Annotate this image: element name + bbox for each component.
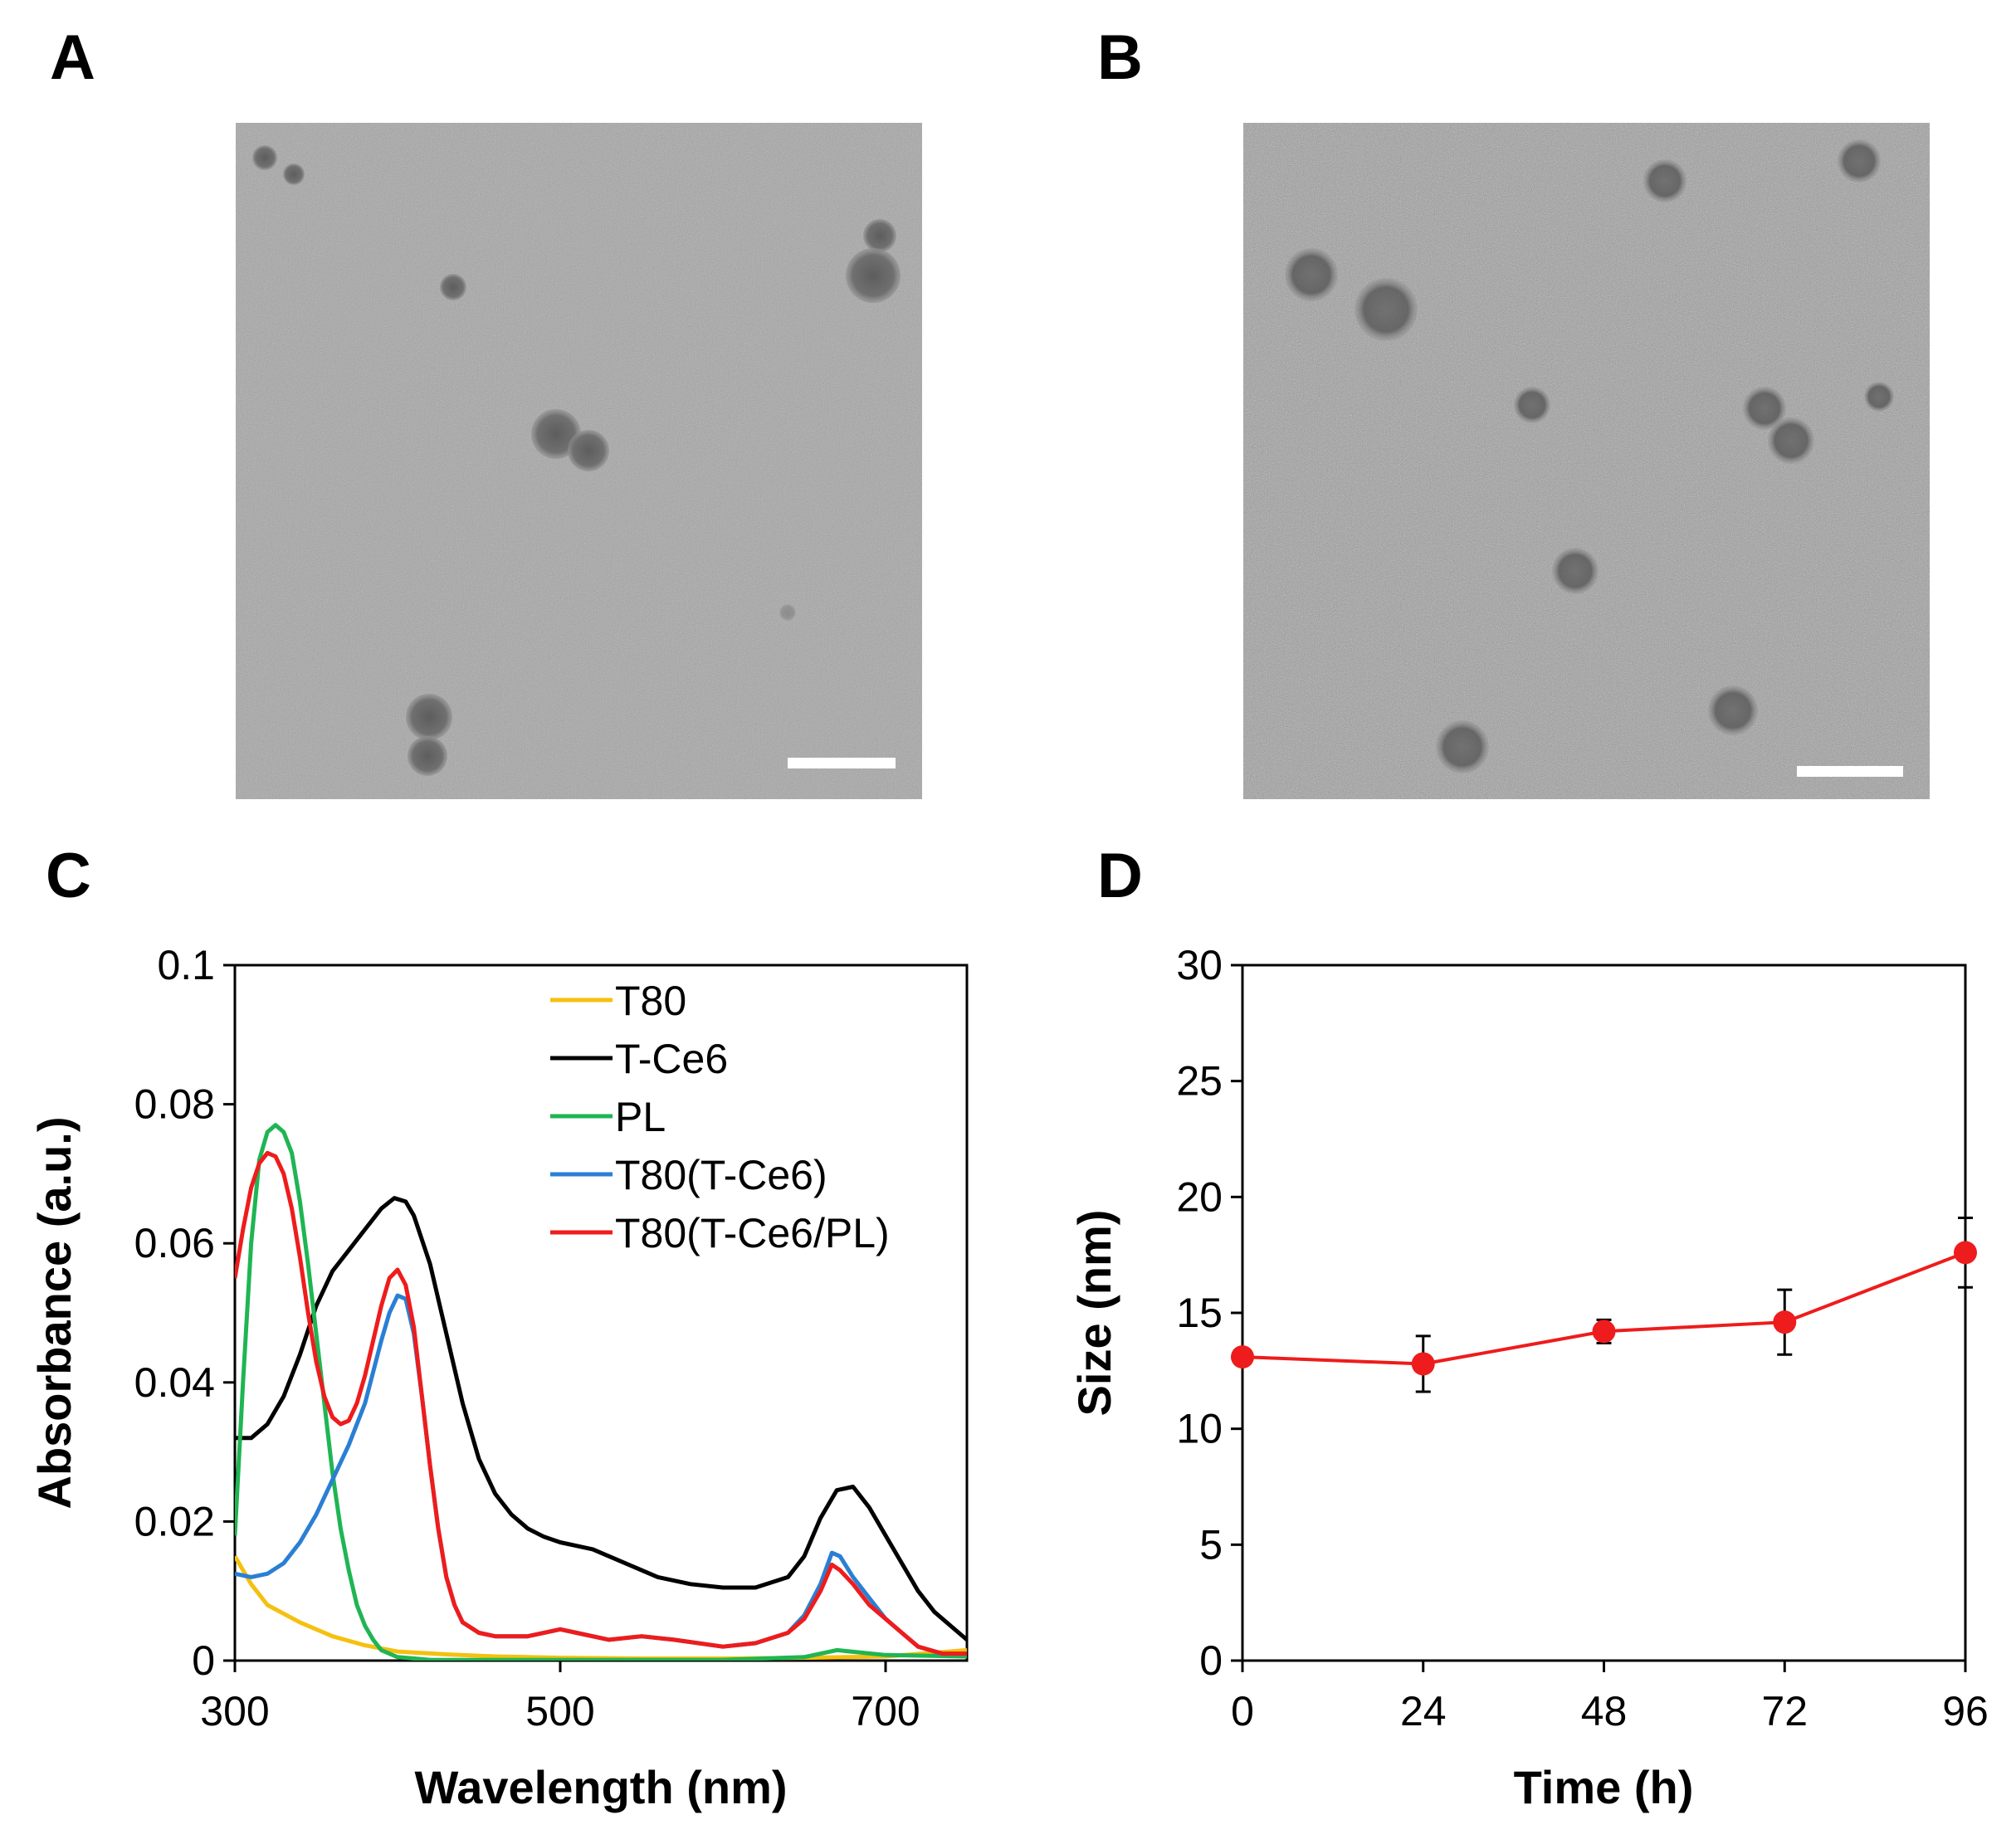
chart-d-y-tick-label: 30 (1176, 942, 1223, 988)
chart-d-y-tick-label: 25 (1176, 1058, 1223, 1105)
chart-d-data-point (1231, 1345, 1254, 1369)
chart-d-x-tick-label: 0 (1231, 1688, 1254, 1734)
chart-d-y-tick-label: 15 (1176, 1290, 1223, 1336)
chart-c-x-tick-label: 700 (851, 1688, 920, 1734)
chart-c-x-tick-label: 300 (200, 1688, 269, 1734)
chart-c-legend-label: T80(T-Ce6/PL) (615, 1210, 890, 1256)
chart-d-x-axis-title: Time (h) (1514, 1761, 1694, 1813)
chart-d-x-tick-label: 72 (1761, 1688, 1808, 1734)
chart-c-legend-label: T80 (615, 978, 686, 1024)
chart-c-legend-label: T80(T-Ce6) (615, 1152, 827, 1198)
chart-d-x-ticks: 0 24 48 72 96 (1231, 1661, 1989, 1734)
chart-c-legend-label: PL (615, 1094, 666, 1140)
chart-d-x-tick-label: 24 (1400, 1688, 1447, 1734)
chart-d: 0 5 10 15 20 25 30 0 24 48 72 96 Time (h) Size (nm… (1068, 942, 1989, 1813)
chart-c-y-tick-label: 0.04 (134, 1359, 215, 1406)
panel-label-b: B (1097, 22, 1143, 93)
chart-c-series (235, 1123, 967, 1661)
scale-bar-b (1797, 766, 1903, 777)
chart-c-y-tick-label: 0.06 (134, 1220, 215, 1266)
chart-d-series-line (1242, 1251, 1966, 1366)
chart-c-y-axis-title: Absorbance (a.u.) (28, 1117, 81, 1510)
chart-d-y-ticks: 0 5 10 15 20 25 30 (1176, 942, 1242, 1684)
chart-d-y-tick-label: 0 (1199, 1637, 1223, 1684)
particle-group-b (1285, 139, 1894, 773)
chart-c-y-tick-label: 0 (192, 1637, 215, 1684)
panel-label-d: D (1097, 841, 1143, 911)
chart-c: 0 0.02 0.04 0.06 0.08 0.1 300 500 700 T80 T-Ce6 P… (28, 942, 969, 1813)
chart-c-series-line-t80-t-ce6- (235, 1293, 967, 1656)
chart-c-series-line-pl (235, 1123, 967, 1661)
panel-label-a: A (50, 22, 95, 93)
chart-d-x-tick-label: 48 (1581, 1688, 1628, 1734)
panel-label-c: C (46, 841, 91, 911)
chart-d-x-tick-label: 96 (1942, 1688, 1989, 1734)
chart-d-data-point (1411, 1352, 1435, 1376)
chart-c-x-ticks: 300 500 700 (200, 1661, 920, 1734)
chart-d-plot-frame (1241, 963, 1967, 1662)
chart-d-y-tick-label: 5 (1199, 1521, 1223, 1568)
scale-bar-a (788, 758, 896, 768)
chart-d-series (1231, 1216, 1977, 1393)
chart-d-data-point (1773, 1310, 1797, 1334)
chart-c-series-line-t80-t-ce6-pl- (235, 1150, 967, 1656)
chart-c-x-axis-title: Wavelength (nm) (414, 1761, 787, 1813)
chart-d-data-point (1954, 1241, 1977, 1265)
chart-d-data-point (1592, 1320, 1616, 1344)
chart-c-x-tick-label: 500 (525, 1688, 594, 1734)
chart-d-y-tick-label: 20 (1176, 1173, 1223, 1220)
chart-d-y-tick-label: 10 (1176, 1406, 1223, 1452)
chart-c-legend: T80 T-Ce6 PL T80(T-Ce6) T80(T-Ce6/PL) (550, 978, 890, 1256)
chart-c-series-line-t80 (235, 1555, 967, 1661)
chart-d-y-axis-title: Size (nm) (1068, 1210, 1120, 1417)
chart-c-y-tick-label: 0.1 (157, 942, 215, 988)
chart-c-legend-label: T-Ce6 (615, 1036, 728, 1082)
chart-c-y-ticks: 0 0.02 0.04 0.06 0.08 0.1 (134, 942, 235, 1684)
tem-image-a (236, 123, 922, 799)
chart-c-series-line-t-ce6 (235, 1196, 967, 1642)
chart-c-y-tick-label: 0.02 (134, 1498, 215, 1544)
particle-group-a (252, 145, 901, 776)
chart-c-y-tick-label: 0.08 (134, 1081, 215, 1128)
tem-image-b (1243, 123, 1930, 799)
